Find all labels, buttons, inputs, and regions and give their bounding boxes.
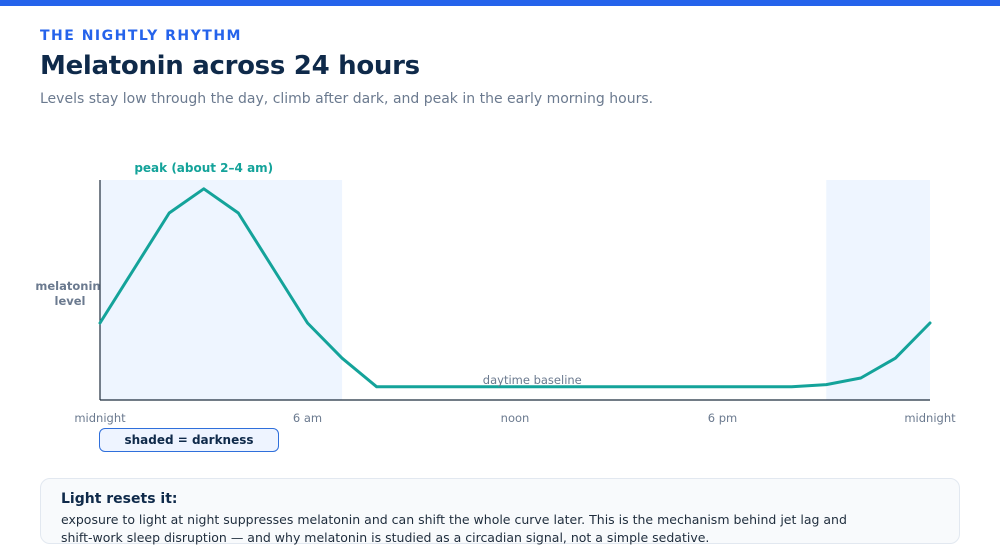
data-point-h21 (825, 383, 828, 386)
data-point-h20 (790, 385, 793, 388)
data-point-h18 (721, 385, 724, 388)
peak-annotation: peak (about 2–4 am) (134, 161, 273, 175)
data-point-h5 (271, 266, 275, 270)
data-point-h14 (582, 385, 586, 388)
data-point-h13 (548, 385, 551, 388)
data-point-h15 (617, 385, 620, 388)
data-point-h8 (375, 385, 378, 388)
darkness-shading (100, 180, 930, 400)
note-title: Light resets it: (61, 491, 178, 507)
x-tick-labels: midnight 6 am noon 6 pm midnight (74, 411, 956, 425)
curve-layer (98, 187, 932, 389)
legend-darkness: shaded = darkness (99, 428, 279, 452)
data-point-h19 (755, 385, 759, 388)
data-point-h23 (894, 357, 897, 360)
data-point-h11 (479, 385, 482, 388)
darkness-region-0 (100, 180, 343, 400)
data-point-h1 (133, 266, 136, 270)
top-accent-bar (0, 0, 1000, 6)
data-point-h16 (652, 385, 655, 388)
data-point-h4 (237, 211, 240, 215)
baseline-annotation: daytime baseline (483, 373, 582, 387)
data-point-h7 (340, 357, 344, 360)
melatonin-chart: midnight 6 am noon 6 pm midnight melatonin l… (35, 161, 956, 425)
x-tick-label-2: noon (501, 411, 530, 425)
x-tick-label-4: midnight (904, 411, 956, 425)
x-tick-label-0: midnight (74, 411, 126, 425)
note-body: exposure to light at night suppresses me… (61, 512, 847, 545)
page-subtitle: Levels stay low through the day, climb a… (40, 91, 654, 107)
data-point-h24 (928, 321, 932, 325)
info-note: Light resets it: exposure to light at ni… (40, 478, 960, 545)
data-point-h6 (306, 321, 309, 325)
data-point-h10 (444, 385, 448, 388)
data-point-h12 (513, 385, 517, 388)
y-axis-label: melatonin level (35, 279, 104, 308)
x-tick-label-1: 6 am (293, 411, 322, 425)
data-point-h9 (410, 385, 413, 388)
data-point-h3 (202, 187, 205, 190)
data-point-h22 (859, 376, 863, 380)
page-title: Melatonin across 24 hours (40, 51, 420, 81)
data-point-h2 (167, 211, 171, 215)
data-point-h17 (686, 385, 690, 388)
x-tick-label-3: 6 pm (708, 411, 737, 425)
darkness-region-1 (826, 180, 930, 400)
eyebrow-label: THE NIGHTLY RHYTHM (40, 28, 242, 44)
data-point-h0 (98, 321, 102, 325)
